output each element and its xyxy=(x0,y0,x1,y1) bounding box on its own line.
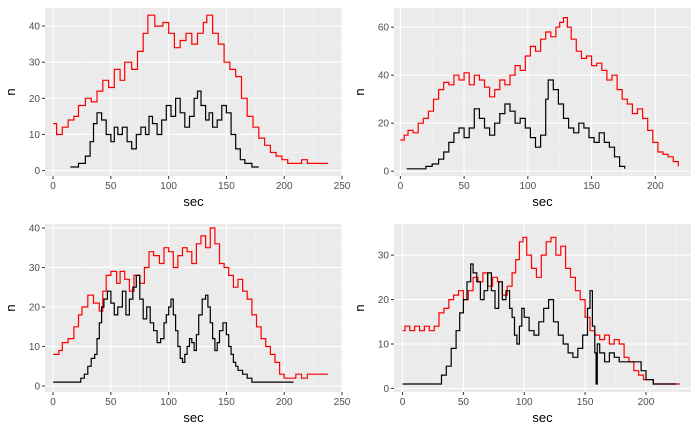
y-tick-label: 10 xyxy=(378,340,390,351)
y-axis-title: n xyxy=(352,304,367,311)
x-tick-label: 50 xyxy=(459,181,471,192)
x-tick-label: 200 xyxy=(638,397,655,408)
y-tick-label: 10 xyxy=(29,130,41,141)
x-axis-title: sec xyxy=(532,194,553,209)
y-tick-label: 20 xyxy=(378,295,390,306)
series-line-red xyxy=(400,17,679,167)
y-tick-label: 0 xyxy=(383,167,389,178)
y-tick-label: 40 xyxy=(29,22,41,33)
y-tick-label: 30 xyxy=(29,58,41,69)
y-axis-title: n xyxy=(3,88,18,95)
x-axis-title: sec xyxy=(532,410,553,425)
series-line-black xyxy=(406,79,626,170)
y-tick-label: 20 xyxy=(29,303,41,314)
series-line-black xyxy=(53,274,294,383)
x-tick-label: 150 xyxy=(218,181,235,192)
panel-background xyxy=(45,224,342,392)
x-tick-label: 100 xyxy=(519,181,536,192)
x-tick-label: 100 xyxy=(516,397,533,408)
x-axis-title: sec xyxy=(183,410,204,425)
panel-background xyxy=(394,8,691,176)
y-tick-label: 40 xyxy=(29,223,41,234)
y-tick-label: 30 xyxy=(378,251,390,262)
y-axis-title: n xyxy=(3,304,18,311)
y-tick-label: 20 xyxy=(29,94,41,105)
series-line-red xyxy=(53,227,329,379)
x-tick-label: 0 xyxy=(400,397,406,408)
y-axis-title: n xyxy=(352,88,367,95)
x-tick-label: 50 xyxy=(105,181,117,192)
x-tick-label: 100 xyxy=(160,181,177,192)
x-tick-label: 100 xyxy=(160,397,177,408)
y-tick-label: 20 xyxy=(378,119,390,130)
x-tick-label: 200 xyxy=(647,181,664,192)
y-tick-label: 0 xyxy=(34,166,40,177)
y-tick-label: 10 xyxy=(29,342,41,353)
x-tick-label: 200 xyxy=(276,181,293,192)
series-line-black xyxy=(70,90,259,168)
y-tick-label: 0 xyxy=(383,384,389,395)
x-tick-label: 150 xyxy=(218,397,235,408)
x-tick-label: 200 xyxy=(276,397,293,408)
panel-4: 0 50 100 150 200 0 10 20 30 sec n xyxy=(352,224,691,425)
series-line-red xyxy=(53,14,329,164)
x-tick-label: 150 xyxy=(583,181,600,192)
panel-1: 0 50 100 150 200 250 0 10 20 30 40 sec n xyxy=(3,8,351,209)
series-line-red xyxy=(402,236,680,385)
y-tick-label: 30 xyxy=(29,263,41,274)
y-tick-label: 40 xyxy=(378,71,390,82)
x-tick-label: 150 xyxy=(577,397,594,408)
x-tick-label: 250 xyxy=(334,181,351,192)
x-axis-title: sec xyxy=(183,194,204,209)
panel-background xyxy=(45,8,342,176)
x-tick-label: 50 xyxy=(105,397,117,408)
x-tick-label: 0 xyxy=(50,181,56,192)
x-tick-label: 50 xyxy=(458,397,470,408)
series-line-black xyxy=(402,263,677,385)
y-tick-label: 0 xyxy=(34,382,40,393)
panel-2: 0 50 100 150 200 0 20 40 60 sec n xyxy=(352,8,691,209)
x-tick-label: 0 xyxy=(398,181,404,192)
panel-3: 0 50 100 150 200 250 0 10 20 30 40 sec n xyxy=(3,223,351,425)
x-tick-label: 0 xyxy=(50,397,56,408)
y-tick-label: 60 xyxy=(378,23,390,34)
x-tick-label: 250 xyxy=(334,397,351,408)
